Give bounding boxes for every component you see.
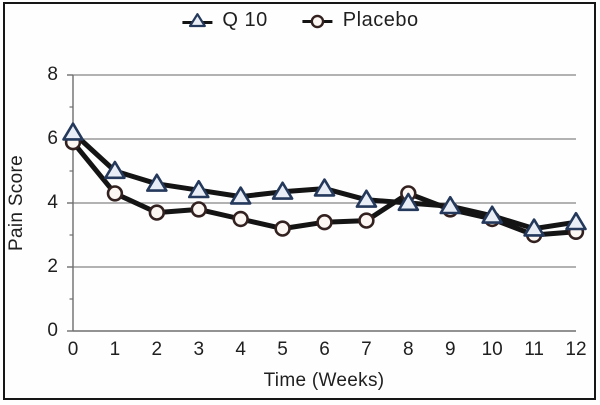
x-tick-label-5: 5 xyxy=(277,339,288,360)
x-tick-label-8: 8 xyxy=(403,339,414,360)
data-point-q10-week-11 xyxy=(523,218,545,237)
data-point-placebo-week-7 xyxy=(358,212,375,229)
data-point-q10-week-6 xyxy=(313,178,336,197)
x-tick-label-6: 6 xyxy=(319,339,330,360)
data-point-placebo-week-2 xyxy=(148,204,166,221)
data-point-placebo-week-5 xyxy=(274,220,291,237)
y-tick-label-6: 6 xyxy=(47,128,58,149)
data-point-q10-week-9 xyxy=(439,195,462,215)
data-point-q10-week-10 xyxy=(481,205,503,224)
legend-label-q10: Q 10 xyxy=(222,9,268,31)
legend: Q 10 Placebo xyxy=(181,9,418,32)
x-tick-label-4: 4 xyxy=(235,339,246,360)
data-point-placebo-week-6 xyxy=(316,214,333,231)
x-tick-label-12: 12 xyxy=(565,339,587,360)
x-tick-label-3: 3 xyxy=(193,339,205,360)
data-point-q10-week-5 xyxy=(271,181,294,200)
y-tick-label-4: 4 xyxy=(47,192,58,213)
y-tick-label-8: 8 xyxy=(47,64,58,85)
x-tick-label-0: 0 xyxy=(67,339,79,360)
data-point-q10-week-8 xyxy=(397,192,420,212)
data-point-q10-week-4 xyxy=(229,186,252,205)
legend-label-placebo: Placebo xyxy=(342,9,419,31)
x-tick-label-11: 11 xyxy=(524,339,544,360)
data-point-q10-week-3 xyxy=(187,179,210,199)
y-tick-label-2: 2 xyxy=(47,256,58,277)
legend-item-placebo: Placebo xyxy=(302,9,419,32)
data-point-placebo-week-4 xyxy=(232,210,249,228)
y-axis-title: Pain Score xyxy=(6,155,27,251)
x-tick-label-7: 7 xyxy=(361,339,372,360)
triangle-marker-icon xyxy=(182,12,213,27)
x-tick-label-1: 1 xyxy=(109,339,121,360)
data-point-placebo-week-1 xyxy=(106,185,124,202)
data-point-q10-week-1 xyxy=(104,160,126,180)
data-point-q10-week-0 xyxy=(62,122,84,141)
circle-marker-icon xyxy=(302,14,333,28)
x-tick-label-9: 9 xyxy=(444,339,456,360)
y-tick-label-0: 0 xyxy=(47,320,58,341)
x-axis-title: Time (Weeks) xyxy=(263,370,385,391)
data-point-placebo-week-3 xyxy=(190,201,207,218)
x-tick-label-10: 10 xyxy=(481,339,503,360)
x-tick-label-2: 2 xyxy=(151,339,163,360)
data-point-q10-week-12 xyxy=(565,211,587,231)
data-point-q10-week-7 xyxy=(355,189,378,208)
data-point-q10-week-2 xyxy=(146,173,168,192)
legend-item-q10: Q 10 xyxy=(181,9,267,32)
